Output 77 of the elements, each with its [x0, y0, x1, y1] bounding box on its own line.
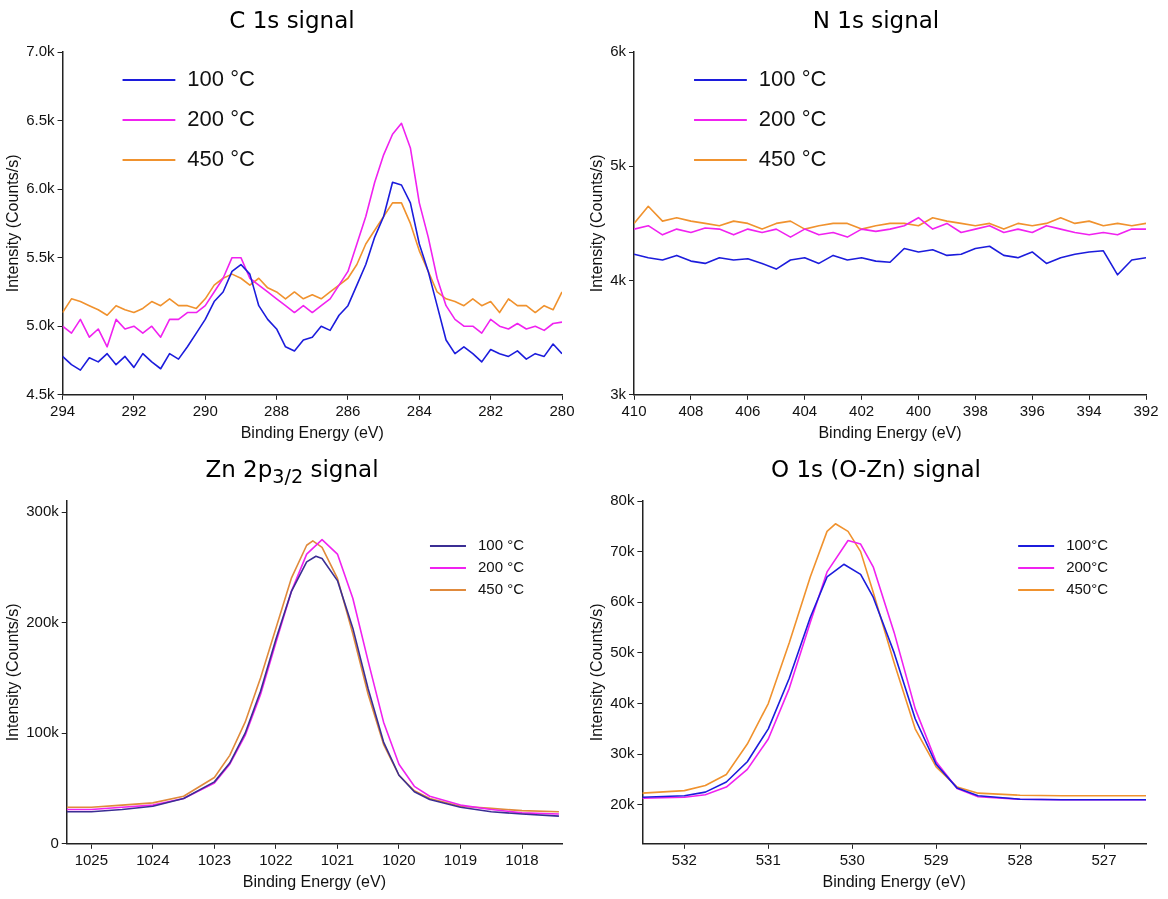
x-axis-title: Binding Energy (eV) — [240, 423, 384, 441]
x-tick-label: 532 — [671, 850, 697, 868]
x-tick-label: 1023 — [197, 850, 232, 868]
x-tick-label: 284 — [406, 401, 432, 419]
legend-label: 200 °C — [187, 106, 255, 132]
x-tick-label: 294 — [50, 401, 76, 419]
legend-label: 450 °C — [187, 146, 255, 172]
y-tick-label: 40k — [610, 693, 635, 711]
y-axis-title: Intensity (Counts/s) — [4, 154, 22, 293]
x-tick-label: 280 — [549, 401, 575, 419]
x-tick-label: 282 — [478, 401, 504, 419]
y-tick-label: 80k — [610, 491, 635, 509]
legend-label: 450 °C — [477, 580, 525, 598]
chart-title: N 1s signal — [811, 6, 941, 35]
y-tick-label: 20k — [610, 794, 635, 812]
legend-label: 100 °C — [477, 536, 525, 554]
y-axis-title: Intensity (Counts/s) — [588, 603, 606, 742]
x-tick-label: 1022 — [259, 850, 293, 868]
x-tick-label: 1024 — [136, 850, 170, 868]
y-tick-label: 60k — [610, 592, 635, 610]
y-tick-label: 4k — [610, 270, 627, 288]
x-tick-label: 1019 — [443, 850, 478, 868]
x-tick-label: 400 — [905, 401, 931, 419]
x-axis-title: Binding Energy (eV) — [822, 872, 966, 890]
x-tick-label: 394 — [1076, 401, 1102, 419]
x-tick-label: 290 — [192, 401, 218, 419]
y-tick-label: 4.5k — [26, 384, 56, 402]
x-tick-label: 530 — [839, 850, 865, 868]
y-tick-label: 5.0k — [26, 316, 56, 334]
x-tick-label: 408 — [678, 401, 704, 419]
x-tick-label: 1021 — [320, 850, 355, 868]
y-tick-label: 50k — [610, 643, 635, 661]
y-axis-title: Intensity (Counts/s) — [588, 154, 606, 293]
y-tick-label: 5.5k — [26, 247, 56, 265]
legend-label: 200 °C — [477, 558, 525, 576]
x-tick-label: 528 — [1007, 850, 1033, 868]
x-tick-label: 1018 — [505, 850, 539, 868]
legend-label: 450°C — [1066, 580, 1109, 598]
y-tick-label: 5k — [610, 156, 627, 174]
x-tick-label: 396 — [1019, 401, 1045, 419]
y-tick-label: 0 — [50, 833, 59, 851]
y-tick-label: 200k — [26, 612, 60, 630]
x-tick-label: 1025 — [74, 850, 109, 868]
legend-label: 100 °C — [187, 66, 255, 92]
x-tick-label: 286 — [335, 401, 361, 419]
x-tick-label: 392 — [1133, 401, 1159, 419]
legend-label: 450 °C — [758, 146, 827, 172]
y-tick-label: 6k — [610, 42, 627, 60]
legend-label: 200 °C — [758, 106, 827, 132]
x-tick-label: 288 — [264, 401, 290, 419]
y-tick-label: 70k — [610, 541, 635, 559]
y-tick-label: 6.5k — [26, 110, 56, 128]
y-tick-label: 300k — [26, 502, 60, 520]
legend-label: 100°C — [1066, 536, 1109, 554]
y-tick-label: 3k — [610, 384, 627, 402]
x-tick-label: 398 — [962, 401, 988, 419]
legend-label: 100 °C — [758, 66, 827, 92]
x-axis-title: Binding Energy (eV) — [242, 872, 386, 890]
y-tick-label: 30k — [610, 744, 635, 762]
x-tick-label: 531 — [755, 850, 781, 868]
x-tick-label: 527 — [1091, 850, 1117, 868]
y-tick-label: 7.0k — [26, 42, 56, 60]
x-tick-label: 1020 — [382, 850, 416, 868]
x-axis-title: Binding Energy (eV) — [818, 423, 962, 441]
legend-label: 200°C — [1066, 558, 1109, 576]
x-tick-label: 292 — [121, 401, 147, 419]
x-tick-label: 410 — [621, 401, 647, 419]
chart-title: Zn 2p$_{3/2}$ signal — [204, 455, 380, 489]
chart-title: C 1s signal — [228, 6, 356, 35]
x-tick-label: 529 — [923, 850, 949, 868]
chart-title: O 1s (O-Zn) signal — [770, 455, 982, 484]
x-tick-label: 406 — [735, 401, 761, 419]
y-tick-label: 6.0k — [26, 179, 56, 197]
x-tick-label: 402 — [849, 401, 875, 419]
y-tick-label: 100k — [26, 723, 60, 741]
y-axis-title: Intensity (Counts/s) — [4, 603, 22, 742]
x-tick-label: 404 — [792, 401, 818, 419]
